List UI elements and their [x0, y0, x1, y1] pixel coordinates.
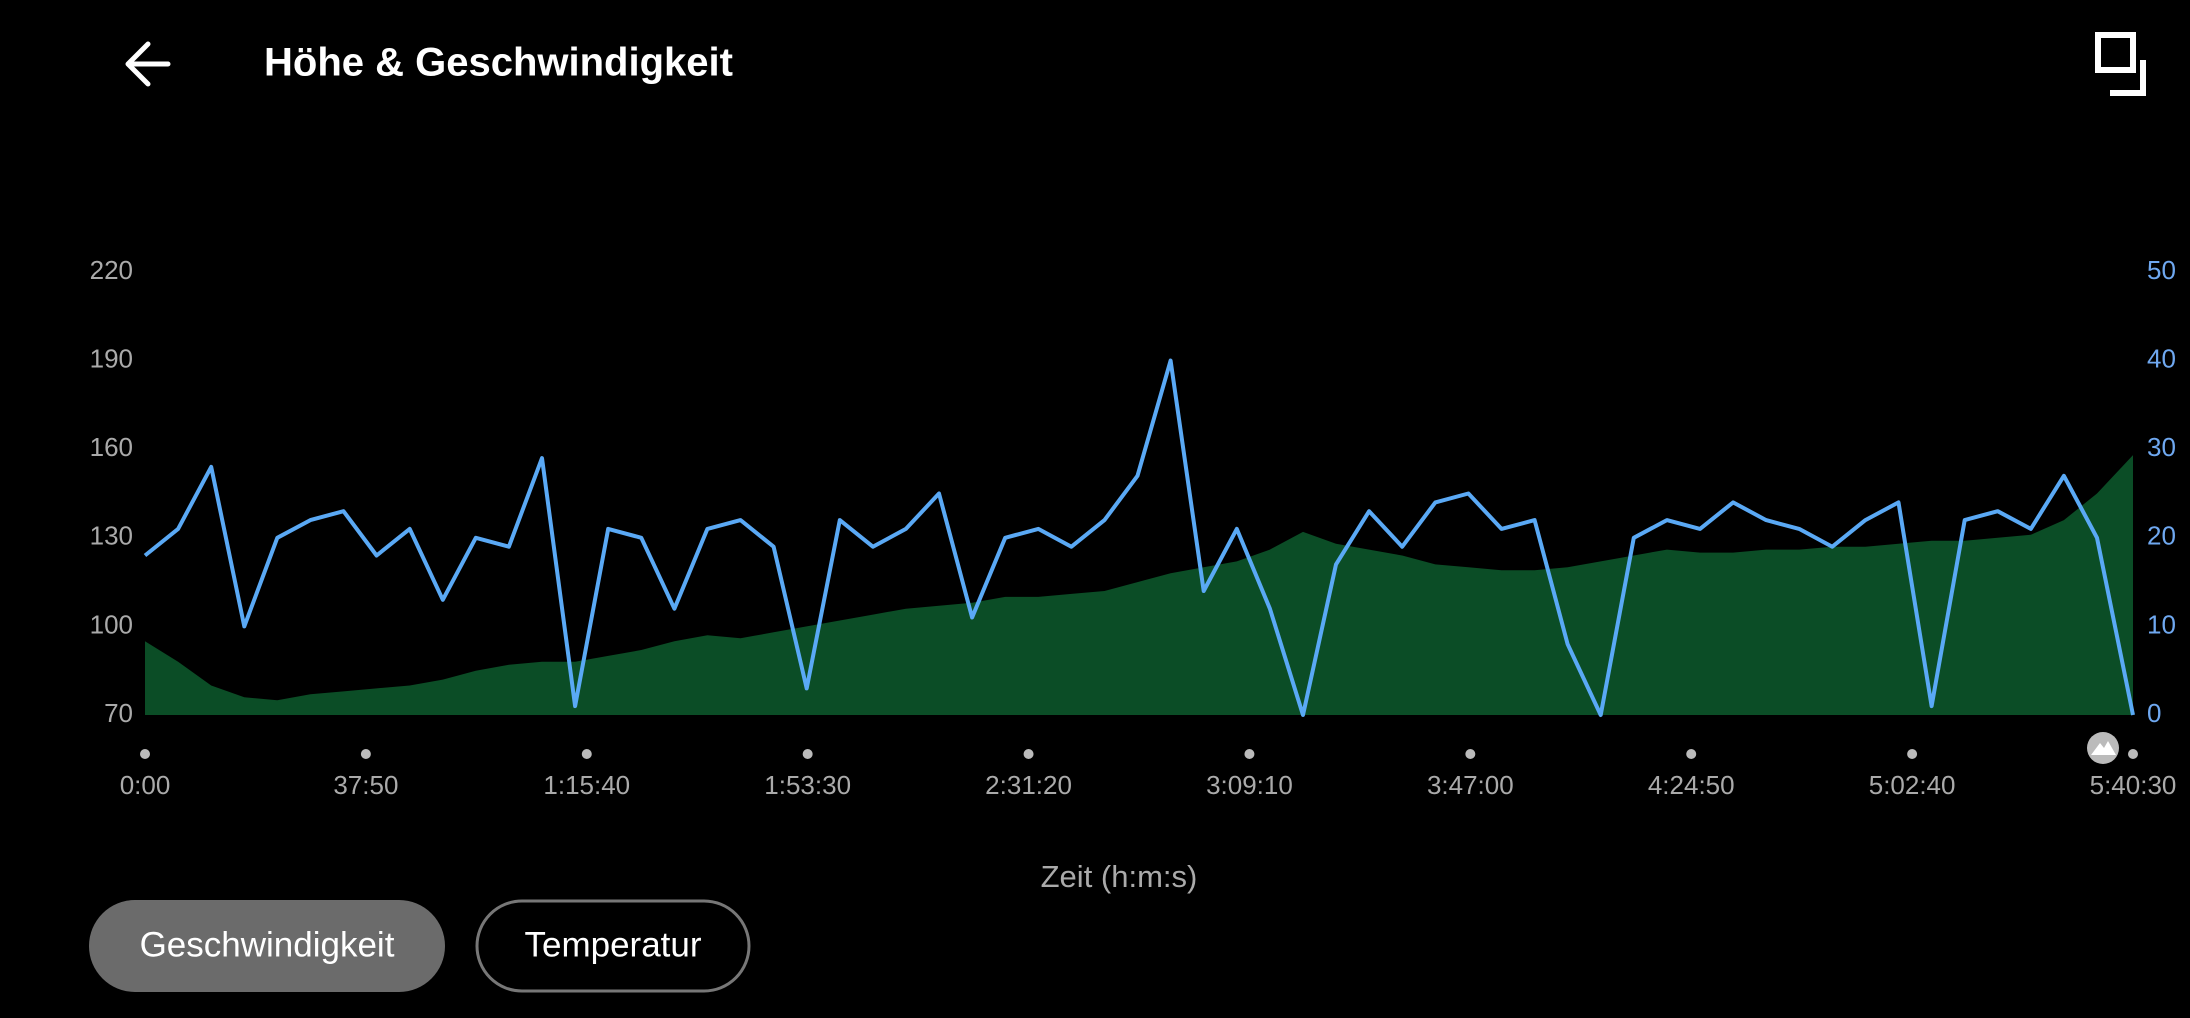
elevation-area — [145, 455, 2133, 715]
x-tick-dot — [802, 749, 813, 759]
fullscreen-button[interactable] — [2095, 32, 2146, 96]
y2-tick-label: 30 — [2147, 432, 2176, 462]
y-tick-label: 130 — [90, 521, 133, 551]
x-axis-title: Zeit (h:m:s) — [1041, 859, 1198, 894]
x-tick-dot — [581, 749, 592, 759]
x-tick-label: 5:02:40 — [1869, 770, 1956, 800]
x-tick-dot — [360, 749, 371, 759]
x-tick-label: 2:31:20 — [985, 770, 1072, 800]
x-tick-label: 1:15:40 — [543, 770, 630, 800]
back-arrow — [125, 41, 171, 87]
y2-tick-label: 20 — [2147, 521, 2176, 551]
y2-tick-label: 40 — [2147, 343, 2176, 373]
x-tick-label: 1:53:30 — [764, 770, 851, 800]
y2-tick-label: 0 — [2147, 698, 2161, 728]
x-tick-label: 4:24:50 — [1648, 770, 1735, 800]
y2-tick-label: 10 — [2147, 609, 2176, 639]
y-tick-label: 160 — [90, 432, 133, 462]
y-tick-label: 220 — [90, 255, 133, 285]
tab-label: Temperatur — [524, 925, 701, 964]
fullscreen-icon — [2095, 32, 2136, 73]
x-tick-label: 3:47:00 — [1427, 770, 1514, 800]
tab-background — [89, 900, 445, 992]
x-tick-dot — [1244, 749, 1255, 759]
x-tick-dot — [140, 749, 150, 759]
plot: 70 100 130 160 190 220 0 10 20 30 40 50 0:00 37:50 1:1… — [90, 255, 2177, 800]
x-tick-dot — [1023, 749, 1034, 759]
x-tick-label: 0:00 — [120, 770, 171, 800]
y2-tick-label: 50 — [2147, 255, 2176, 285]
x-tick-dot — [2128, 749, 2138, 759]
y-tick-label: 100 — [90, 609, 133, 639]
screen-title: Höhe & Geschwindigkeit — [264, 41, 733, 85]
tab-button[interactable]: Geschwindigkeit — [89, 900, 445, 992]
x-tick-dot — [1907, 749, 1918, 759]
speed-line — [143, 358, 2135, 717]
tab-button[interactable]: Temperatur — [475, 899, 751, 993]
x-tick-label: 3:09:10 — [1206, 770, 1293, 800]
x-tick-dot — [1686, 749, 1697, 759]
x-tick-label: 5:40:30 — [2090, 770, 2177, 800]
back-button[interactable] — [125, 41, 171, 87]
tab-label: Geschwindigkeit — [140, 925, 395, 964]
y-tick-label: 70 — [104, 698, 133, 728]
marker-icon — [2091, 741, 2116, 755]
fullscreen-icon — [2110, 60, 2146, 96]
x-tick-dot — [1465, 749, 1476, 759]
tab-background — [475, 899, 751, 993]
x-tick-label: 37:50 — [333, 770, 398, 800]
y-tick-label: 190 — [90, 343, 133, 373]
